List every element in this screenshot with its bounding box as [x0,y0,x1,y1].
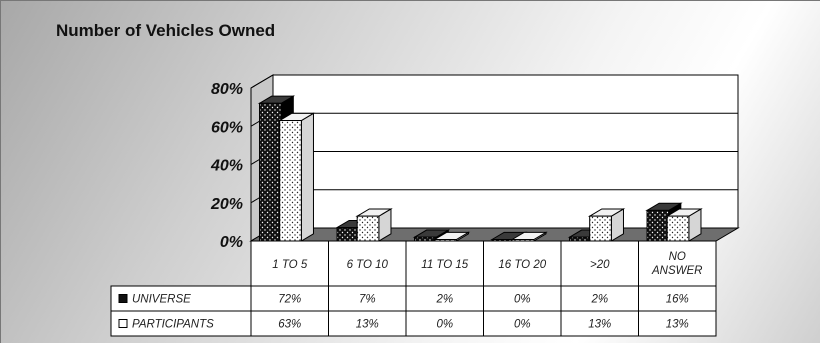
data-label: 63% [278,319,301,331]
legend-key-universe [118,294,128,303]
gridline [250,74,738,89]
x-category-label: >20 [590,259,610,271]
y-tick-label: 80% [211,81,243,98]
chart-title: Number of Vehicles Owned [56,21,276,40]
data-label: 7% [359,294,376,306]
bar-front [356,215,380,242]
data-table: 1 TO 5 6 TO 10 11 TO 15 16 TO 20 >20 NO ANSWER… [110,240,717,337]
y-tick-label: 40% [210,158,243,175]
bar-front [569,236,592,242]
data-label: 13% [588,319,611,331]
x-category-label: 16 TO 20 [498,259,546,271]
y-axis-ticks: 0% 20% 40% 60% 80% [210,81,243,251]
y-tick-label: 20% [210,196,243,213]
x-category-label: 11 TO 15 [421,259,468,271]
bar-participants-1 [277,112,316,242]
bar-participants-3 [432,231,471,242]
bar-side [300,112,314,242]
data-label: 2% [435,294,453,306]
x-category-label: 6 TO 10 [347,259,389,271]
series-name-universe: UNIVERSE [132,294,191,306]
x-category-label: NO ANSWER [651,251,702,277]
y-tick-label: 0% [220,234,243,251]
bar-front [259,102,282,242]
bar-participants-5 [587,208,626,242]
bar-front [646,209,670,242]
y-tick-label: 60% [211,119,243,136]
bar-front [666,215,690,242]
bar-front [414,236,437,242]
data-label: 0% [436,319,453,331]
data-label: 0% [514,294,531,306]
data-label: 13% [356,319,379,331]
bar-front [589,215,612,242]
x-category-label: 1 TO 5 [272,259,308,271]
bar-front [279,120,302,242]
series-name-participants: PARTICIPANTS [132,319,214,331]
data-label: 72% [278,294,301,306]
data-label: 2% [590,294,608,306]
bar-front [336,227,360,242]
bar-participants-2 [355,208,393,242]
legend-key-participants [118,319,128,328]
data-label: 0% [514,319,531,331]
data-label: 16% [666,294,689,306]
data-label: 13% [666,319,689,331]
bar-participants-6 [665,208,703,242]
